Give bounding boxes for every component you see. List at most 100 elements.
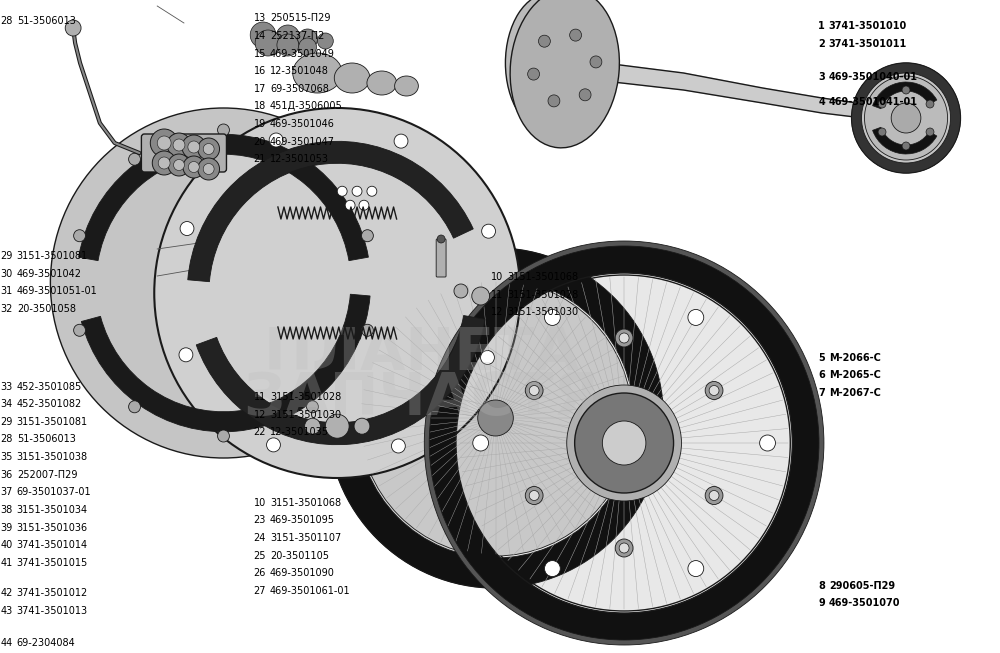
Circle shape <box>188 141 200 153</box>
Circle shape <box>305 418 320 434</box>
Text: 3741-3501010: 3741-3501010 <box>829 21 907 31</box>
Text: 6: 6 <box>818 370 825 381</box>
Circle shape <box>458 275 790 611</box>
Circle shape <box>878 100 886 108</box>
Text: М-2067-С: М-2067-С <box>829 388 881 398</box>
Text: 469-3501095: 469-3501095 <box>270 515 335 526</box>
Circle shape <box>307 401 318 413</box>
Ellipse shape <box>520 13 580 113</box>
Circle shape <box>150 129 178 157</box>
Text: М-2066-С: М-2066-С <box>829 353 881 363</box>
FancyBboxPatch shape <box>436 239 446 277</box>
Text: 17: 17 <box>254 84 266 94</box>
Circle shape <box>74 325 85 336</box>
Text: 3151-3501028: 3151-3501028 <box>270 392 341 402</box>
Circle shape <box>298 29 317 49</box>
Circle shape <box>173 139 185 151</box>
Circle shape <box>615 539 633 557</box>
Text: 36: 36 <box>1 470 13 480</box>
Circle shape <box>198 138 220 160</box>
Circle shape <box>619 543 629 553</box>
Circle shape <box>154 108 520 478</box>
Text: 469-3501046: 469-3501046 <box>270 119 335 129</box>
Wedge shape <box>873 127 937 154</box>
Circle shape <box>926 100 934 108</box>
Text: 44: 44 <box>1 638 13 648</box>
Text: 3151-3501034: 3151-3501034 <box>17 505 88 515</box>
Text: 2: 2 <box>818 39 825 49</box>
Text: 21: 21 <box>254 154 266 165</box>
Circle shape <box>299 38 316 56</box>
Wedge shape <box>426 243 822 643</box>
Text: 11: 11 <box>254 392 266 402</box>
Text: 29: 29 <box>0 251 13 261</box>
Wedge shape <box>424 241 824 645</box>
Text: 20-3501058: 20-3501058 <box>17 304 76 314</box>
Circle shape <box>203 144 214 155</box>
Circle shape <box>478 400 513 436</box>
Circle shape <box>891 103 921 133</box>
Text: 469-3501070: 469-3501070 <box>829 598 900 609</box>
Circle shape <box>481 351 494 364</box>
Text: 24: 24 <box>254 533 266 543</box>
Circle shape <box>472 287 490 305</box>
FancyBboxPatch shape <box>141 134 226 172</box>
Circle shape <box>188 161 199 172</box>
Circle shape <box>367 186 377 197</box>
Circle shape <box>688 560 704 577</box>
Text: 3741-3501013: 3741-3501013 <box>17 605 88 616</box>
Circle shape <box>276 25 300 49</box>
Ellipse shape <box>293 53 342 93</box>
Text: 3741-3501014: 3741-3501014 <box>17 540 88 550</box>
Text: 9: 9 <box>818 598 825 609</box>
Text: 39: 39 <box>1 522 13 533</box>
Text: 41: 41 <box>1 558 13 568</box>
Text: 12-3501048: 12-3501048 <box>270 66 329 76</box>
Text: 3741-3501012: 3741-3501012 <box>17 588 88 598</box>
Text: 469-3501061-01: 469-3501061-01 <box>270 586 351 596</box>
Circle shape <box>168 154 190 176</box>
Text: 27: 27 <box>254 586 266 596</box>
Circle shape <box>129 401 140 413</box>
Text: 3741-3501015: 3741-3501015 <box>17 558 88 568</box>
Circle shape <box>602 421 646 465</box>
Circle shape <box>198 158 220 180</box>
Circle shape <box>852 63 960 173</box>
Text: 28: 28 <box>0 434 13 445</box>
Text: 1: 1 <box>818 21 825 31</box>
Wedge shape <box>567 385 681 501</box>
Circle shape <box>250 22 276 48</box>
Text: 10: 10 <box>254 498 266 508</box>
Text: 469-3501047: 469-3501047 <box>270 136 335 147</box>
Text: 10: 10 <box>491 272 503 282</box>
Circle shape <box>709 385 719 396</box>
Circle shape <box>528 68 540 80</box>
Text: 28: 28 <box>0 16 13 26</box>
Circle shape <box>158 157 170 169</box>
Text: 469-3501051-01: 469-3501051-01 <box>17 286 98 296</box>
Text: 29: 29 <box>0 417 13 427</box>
Text: 20-3501105: 20-3501105 <box>270 550 329 561</box>
Text: 69-2304084: 69-2304084 <box>17 638 76 648</box>
Wedge shape <box>873 82 937 109</box>
Circle shape <box>619 333 629 343</box>
Text: 34: 34 <box>1 399 13 409</box>
Wedge shape <box>79 135 368 261</box>
Circle shape <box>203 163 214 174</box>
Text: 250515-П29: 250515-П29 <box>270 13 330 24</box>
Text: 5: 5 <box>818 353 825 363</box>
Text: 3151-3501068: 3151-3501068 <box>270 498 341 508</box>
Text: 3151-3501081: 3151-3501081 <box>17 417 88 427</box>
Circle shape <box>544 560 560 577</box>
Text: 69-3501037-01: 69-3501037-01 <box>17 487 91 498</box>
Text: 12-3501053: 12-3501053 <box>270 154 329 165</box>
Circle shape <box>182 135 206 159</box>
Wedge shape <box>81 295 370 432</box>
Text: 3151-3501030: 3151-3501030 <box>270 409 341 420</box>
Text: 18: 18 <box>254 101 266 112</box>
Text: 3151-3501081: 3151-3501081 <box>17 251 88 261</box>
Text: 452-3501082: 452-3501082 <box>17 399 82 409</box>
Circle shape <box>361 325 373 336</box>
Wedge shape <box>852 63 960 173</box>
Circle shape <box>74 230 85 242</box>
